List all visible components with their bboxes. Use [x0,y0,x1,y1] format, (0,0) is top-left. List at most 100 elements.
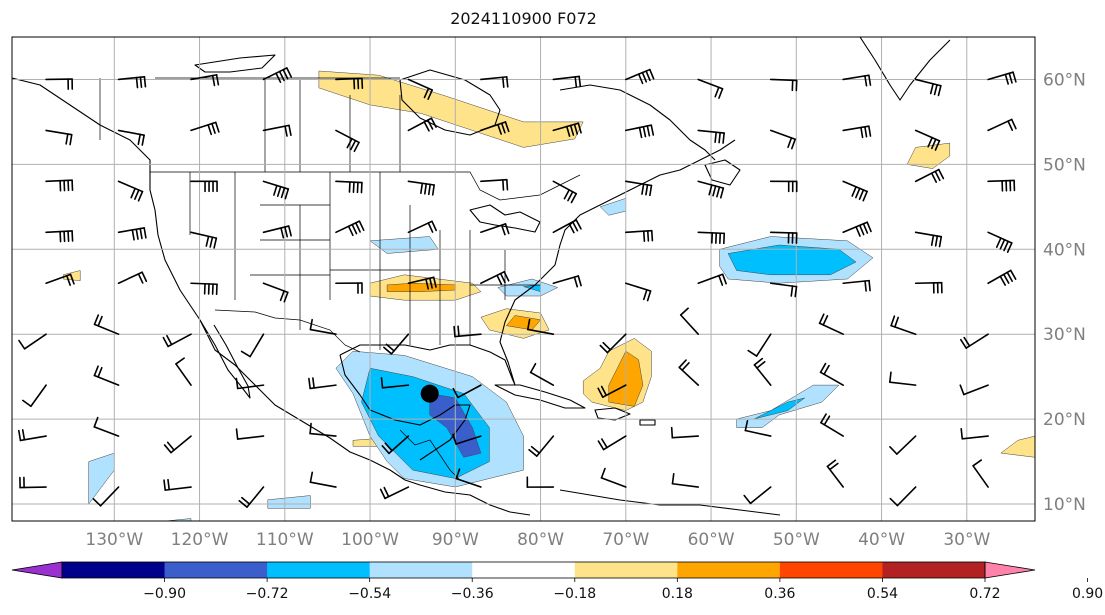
colorbar-tick-label: −0.90 [143,586,186,602]
wind-barb [309,471,337,488]
colorbar-segment [164,562,268,578]
wind-barb [769,231,798,244]
coastline-north-america-west [12,77,531,516]
wind-barb [842,125,872,139]
wind-barb [117,180,144,202]
wind-barb [769,129,796,150]
wind-barb [552,75,582,88]
wind-barb [624,282,652,302]
wind-barb [117,227,147,241]
wind-barb [407,220,438,234]
wind-barb [162,333,192,348]
wind-barb [769,78,798,92]
wind-barb [960,428,989,440]
wind-barb [697,129,725,144]
arctic-islands [194,54,276,73]
wind-barb [753,357,772,386]
canada-provinces [155,77,401,172]
wind-barb [987,179,1016,192]
wind-barb [914,281,943,294]
colorbar-tick-label: 0.36 [764,586,795,602]
latitude-label: 40°N [1043,240,1086,260]
wind-barb [480,223,510,236]
map-area [11,36,1036,522]
colorbar: −0.90 −0.72 −0.54 −0.36 −0.18 0.18 0.36 0.54 0.7… [11,561,1103,602]
wind-barb [335,180,363,194]
wind-barb [262,180,290,200]
wind-barb [407,180,435,196]
wind-barb [599,333,627,354]
coastline-layer [12,37,951,516]
wind-barb [600,467,627,488]
colorbar-extend-max [984,561,1036,579]
positive-anomaly-region [318,70,584,148]
wind-barb [163,435,192,454]
wind-barb [818,313,844,335]
negative-anomaly-region [727,244,857,276]
colorbar-frame [61,561,986,579]
colorbar-tick-label: 0.18 [662,586,693,602]
greenland-south [859,37,951,101]
wind-barb [960,333,989,349]
storm-center-marker [420,384,439,403]
wind-barb [93,314,120,335]
wind-barb [480,121,510,135]
wind-barb [842,74,872,87]
wind-barb [335,220,365,237]
wind-barb [889,435,917,455]
colorbar-tick-label: 0.54 [867,586,898,602]
graticule [12,37,1035,521]
wind-barb [380,377,410,389]
wind-barb [190,74,220,87]
wind-barb [309,318,337,335]
wind-barb [889,486,917,507]
wind-barb [624,68,655,85]
wind-barb [597,435,627,451]
wind-barb [17,429,47,442]
wind-barb [697,273,727,286]
wind-barb [117,271,148,285]
wind-barb [308,377,337,390]
wind-barb [842,180,868,202]
wind-barb [93,365,120,386]
wind-barb [190,180,218,193]
wind-barb [679,307,700,335]
longitude-label: 50°W [773,530,820,550]
colorbar-segment [472,562,576,578]
wind-barb [480,76,509,89]
wind-barb [743,486,772,505]
colorbar-segment [369,562,473,578]
wind-barb [335,282,363,294]
wind-barb [262,124,292,137]
wind-barb [452,384,482,399]
wind-barb [45,179,74,192]
colorbar-tick-label: −0.36 [451,586,494,602]
colorbar-segment [882,562,986,578]
wind-barb [235,377,265,390]
wind-barb [697,231,726,245]
wind-barb [45,273,75,286]
wind-barb [552,180,578,204]
wind-barb [697,180,725,199]
wind-barb [914,129,941,151]
wind-barb [480,178,509,191]
labrador-coast [559,84,716,161]
wind-barb [238,486,265,508]
longitude-label: 40°W [858,530,905,550]
wind-barb [987,71,1017,85]
longitude-label: 60°W [688,530,735,550]
wind-barb [262,225,292,239]
wind-barb [914,168,945,183]
wind-barb [671,473,700,488]
wind-barb [987,118,1017,132]
central-america-borders [399,429,461,481]
wind-barb [455,468,482,488]
latitude-label: 10°N [1043,495,1086,515]
wind-barb [842,279,871,292]
longitude-label: 30°W [943,530,990,550]
wind-barb [819,362,844,386]
wind-barb [747,333,772,357]
wind-barb [175,357,192,386]
puerto-rico [639,419,656,426]
wind-barb [117,129,145,146]
